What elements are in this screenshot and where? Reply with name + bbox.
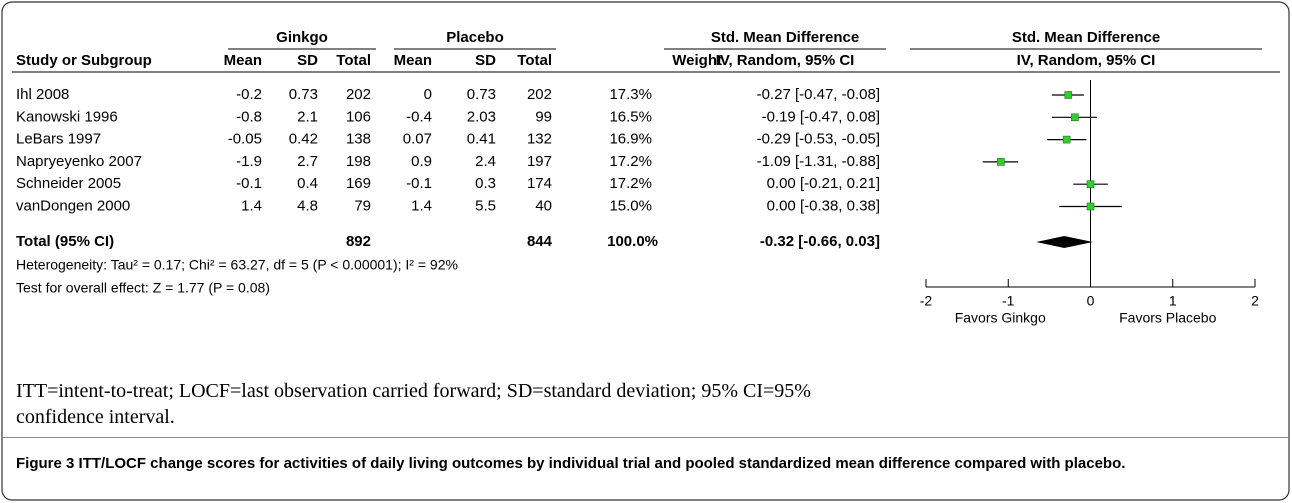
table-cell: 16.5% [609, 108, 652, 125]
column-header: Total [517, 52, 552, 69]
table-cell: 4.8 [297, 197, 318, 214]
heterogeneity: Heterogeneity: Tau² = 0.17; Chi² = 63.27… [16, 257, 458, 273]
table-cell: 198 [346, 153, 371, 170]
column-header: Weight [672, 52, 722, 69]
x-tick-label: 0 [1087, 293, 1095, 309]
left-label: Favors Ginkgo [955, 310, 1046, 326]
column-header: SD [297, 52, 318, 69]
column-header: Study or Subgroup [16, 52, 152, 69]
table-cell: -0.19 [-0.47, 0.08] [762, 108, 880, 125]
table-cell: 1.4 [411, 197, 432, 214]
table-cell: 2.1 [297, 108, 318, 125]
point-estimate [1064, 91, 1073, 99]
table-cell: 0.00 [-0.38, 0.38] [767, 197, 880, 214]
table-cell: -1.9 [236, 153, 262, 170]
table-cell: 0.41 [467, 131, 496, 148]
caption: Figure 3 ITT/LOCF change scores for acti… [16, 452, 1278, 476]
x-tick-label: 1 [1169, 293, 1177, 309]
overall-effect: Test for overall effect: Z = 1.77 (P = 0… [16, 280, 270, 296]
table-cell: 106 [346, 108, 371, 125]
x-tick-label: -1 [1002, 293, 1015, 309]
point-estimate [1071, 113, 1079, 122]
table-cell: 197 [527, 153, 552, 170]
table-cell: 0.9 [411, 153, 432, 170]
group-header: Std. Mean Difference [711, 29, 859, 46]
table-cell: 0.07 [403, 131, 432, 148]
table-cell: 132 [527, 131, 552, 148]
point-estimate [1062, 135, 1071, 144]
column-header: Mean [224, 52, 262, 69]
column-header: IV, Random, 95% CI [1017, 52, 1156, 69]
table-cell: vanDongen 2000 [16, 197, 130, 214]
table-cell: -0.4 [406, 108, 432, 125]
table-cell: 17.2% [609, 153, 652, 170]
table-cell: -0.27 [-0.47, -0.08] [757, 86, 880, 103]
table-cell: 174 [527, 175, 552, 192]
table-cell: 17.3% [609, 86, 652, 103]
table-cell: Kanowski 1996 [16, 108, 118, 125]
column-header: Mean [394, 52, 432, 69]
table-cell: 17.2% [609, 175, 652, 192]
table-cell: 2.03 [467, 108, 496, 125]
point-estimate [1086, 180, 1095, 188]
footnote: ITT=intent-to-treat; LOCF=last observati… [16, 380, 811, 428]
x-tick-label: -2 [920, 293, 933, 309]
table-cell: 0.4 [297, 175, 318, 192]
table-cell: -0.2 [236, 86, 262, 103]
table-cell: 5.5 [475, 197, 496, 214]
table-cell: 40 [535, 197, 552, 214]
table-cell: LeBars 1997 [16, 131, 101, 148]
x-tick-label: 2 [1251, 293, 1259, 309]
table-cell: 0.73 [467, 86, 496, 103]
table-cell: 202 [346, 86, 371, 103]
table-cell: -1.09 [-1.31, -0.88] [757, 153, 880, 170]
table-cell: -0.1 [406, 175, 432, 192]
total-cell: 844 [527, 233, 553, 250]
table-cell: 79 [354, 197, 371, 214]
column-header: IV, Random, 95% CI [716, 52, 855, 69]
table-cell: 0 [424, 86, 432, 103]
separator [2, 437, 1290, 438]
table-cell: 169 [346, 175, 371, 192]
group-header: Placebo [446, 29, 504, 46]
table-cell: 1.4 [241, 197, 262, 214]
table-cell: -0.8 [236, 108, 262, 125]
point-estimate [1086, 202, 1095, 211]
pooled-diamond [1036, 236, 1093, 248]
caption-label: Figure 3 [16, 455, 75, 472]
table-cell: -0.29 [-0.53, -0.05] [757, 131, 880, 148]
total-cell: Total (95% CI) [16, 233, 114, 250]
table-cell: 2.7 [297, 153, 318, 170]
table-cell: -0.1 [236, 175, 262, 192]
total-cell: -0.32 [-0.66, 0.03] [760, 233, 880, 250]
table-cell: 0.42 [289, 131, 318, 148]
column-header: Total [336, 52, 371, 69]
group-header: Ginkgo [276, 29, 328, 46]
table-cell: 0.73 [289, 86, 318, 103]
table-cell: 202 [527, 86, 552, 103]
total-cell: 892 [346, 233, 371, 250]
table-cell: 0.3 [475, 175, 496, 192]
table-cell: Schneider 2005 [16, 175, 121, 192]
table-cell: 0.00 [-0.21, 0.21] [767, 175, 880, 192]
table-cell: 99 [535, 108, 552, 125]
table-cell: Napryeyenko 2007 [16, 153, 142, 170]
caption-text: ITT/LOCF change scores for activities of… [78, 455, 1126, 472]
table-cell: 16.9% [609, 131, 652, 148]
table-cell: 15.0% [609, 197, 652, 214]
right-label: Favors Placebo [1119, 310, 1216, 326]
point-estimate [997, 158, 1005, 166]
table-cell: Ihl 2008 [16, 86, 69, 103]
column-header: SD [475, 52, 496, 69]
group-header: Std. Mean Difference [1012, 29, 1160, 46]
table-cell: 138 [346, 131, 371, 148]
table-cell: -0.05 [228, 131, 262, 148]
total-cell: 100.0% [607, 233, 658, 250]
table-cell: 2.4 [475, 153, 496, 170]
